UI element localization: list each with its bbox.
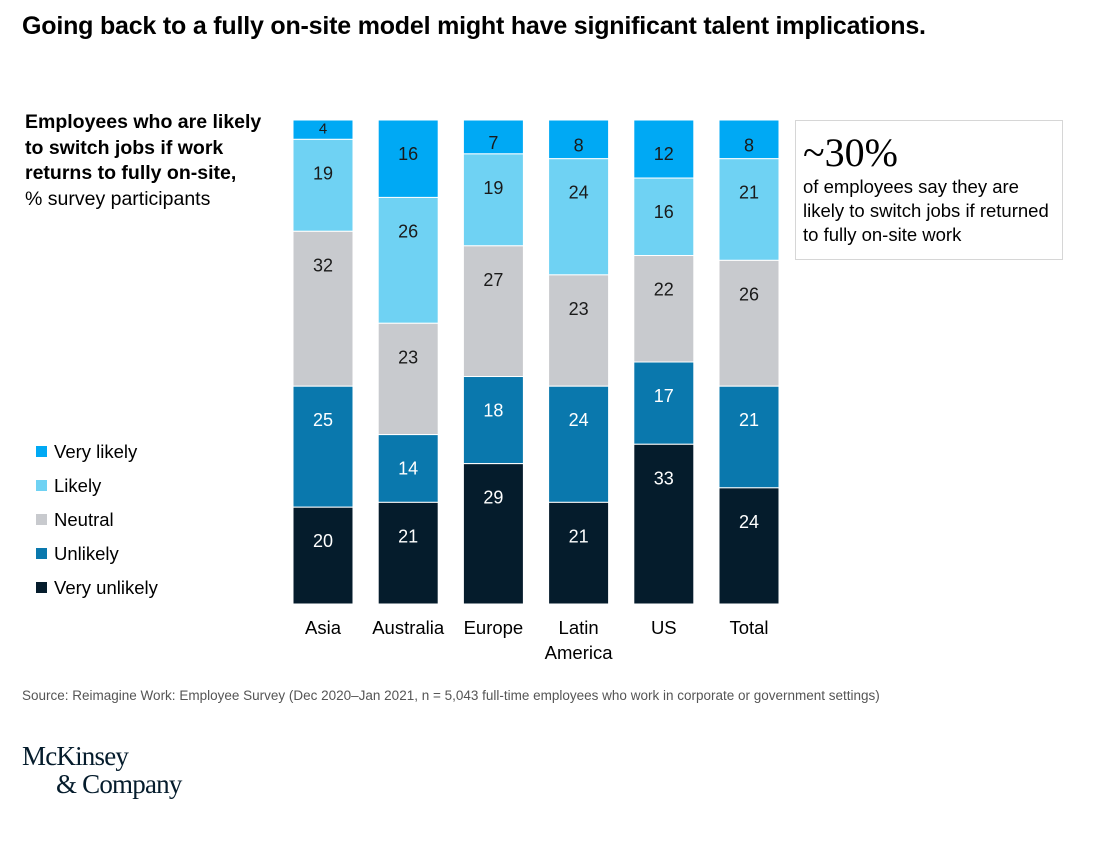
bar-segment [718, 259, 780, 387]
bar-segment [633, 361, 695, 445]
legend-item: Very unlikely [36, 576, 158, 610]
legend: Very likely Likely Neutral Unlikely Very unl… [36, 440, 158, 610]
legend-item: Likely [36, 474, 158, 508]
bar-value-label: 16 [398, 144, 418, 164]
bar-segment [548, 274, 610, 387]
bar-segment [462, 463, 524, 605]
bar-value-label: 21 [739, 183, 759, 203]
bar-value-label: 29 [483, 488, 503, 508]
bar-value-label: 25 [313, 410, 333, 430]
bar-segment [377, 196, 439, 324]
x-tick-label: Asia [305, 617, 342, 638]
bar-segment [292, 506, 354, 605]
callout-stat: ~30% [803, 130, 898, 175]
stacked-bar-chart: 4 19 32 25 20 Asia 16 26 23 14 21 Australia 7 19 27 18 2… [292, 119, 780, 663]
mckinsey-logo: McKinsey & Company [22, 742, 182, 798]
bar-value-label: 4 [319, 121, 327, 138]
bar-value-label: 23 [398, 347, 418, 367]
x-tick-label: Total [729, 617, 768, 638]
bar-value-label: 24 [569, 410, 589, 430]
bar-value-label: 20 [313, 531, 333, 551]
legend-swatch [36, 446, 47, 457]
bar-segment [718, 385, 780, 489]
legend-swatch [36, 548, 47, 559]
bar-value-label: 14 [398, 459, 418, 479]
callout-box: ~30% of employees say they are likely to… [795, 120, 1063, 260]
x-tick-label: US [651, 617, 677, 638]
bar-value-label: 12 [654, 144, 674, 164]
bar-segment [462, 119, 524, 155]
bar-value-label: 26 [398, 221, 418, 241]
bar-value-label: 19 [483, 178, 503, 198]
logo-line-2: & Company [56, 769, 182, 799]
bar-value-label: 26 [739, 284, 759, 304]
y-axis-label: Employees who are likely to switch jobs … [25, 110, 265, 212]
bar-value-label: 16 [654, 202, 674, 222]
bar-value-label: 22 [654, 280, 674, 300]
bar-value-label: 24 [739, 512, 759, 532]
bar-segment [292, 230, 354, 387]
bar-segment [548, 501, 610, 605]
bar-value-label: 33 [654, 468, 674, 488]
x-tick-label: Latin [559, 617, 599, 638]
bar-segment [633, 443, 695, 605]
bar-value-label: 27 [483, 270, 503, 290]
source-note: Source: Reimagine Work: Employee Survey … [22, 688, 880, 703]
x-tick-label: Europe [464, 617, 524, 638]
bar-segment [718, 487, 780, 605]
x-tick-label: America [545, 642, 614, 663]
legend-swatch [36, 582, 47, 593]
bar-value-label: 21 [569, 526, 589, 546]
chart-title: Going back to a fully on-site model migh… [22, 12, 926, 40]
bar-segment [292, 138, 354, 232]
bar-segment [292, 385, 354, 508]
legend-label: Neutral [54, 509, 114, 530]
bar-segment [718, 158, 780, 261]
bar-value-label: 24 [569, 183, 589, 203]
y-axis-label-bold: Employees who are likely to switch jobs … [25, 111, 262, 184]
bar-segment [377, 434, 439, 503]
legend-label: Unlikely [54, 543, 119, 564]
bar-value-label: 8 [744, 135, 754, 155]
bar-segment [377, 322, 439, 436]
bar-segment [462, 376, 524, 465]
bar-value-label: 7 [488, 133, 498, 153]
bar-segment [462, 245, 524, 378]
bar-value-label: 8 [574, 135, 584, 155]
legend-swatch [36, 480, 47, 491]
bar-value-label: 21 [398, 526, 418, 546]
bar-value-label: 23 [569, 299, 589, 319]
legend-item: Neutral [36, 508, 158, 542]
bar-value-label: 19 [313, 163, 333, 183]
logo-line-1: McKinsey [22, 741, 129, 771]
bar-segment [377, 501, 439, 605]
bar-segment [633, 177, 695, 257]
bar-segment [548, 119, 610, 160]
y-axis-label-unit: % survey participants [25, 187, 211, 210]
bar-segment [548, 385, 610, 503]
legend-swatch [36, 514, 47, 525]
bar-value-label: 21 [739, 410, 759, 430]
legend-label: Very likely [54, 441, 138, 462]
legend-item: Unlikely [36, 542, 158, 576]
bar-value-label: 32 [313, 255, 333, 275]
bar-segment [377, 119, 439, 198]
bar-segment [462, 153, 524, 247]
legend-label: Likely [54, 475, 102, 496]
bar-segment [633, 119, 695, 179]
x-tick-label: Australia [372, 617, 445, 638]
legend-item: Very likely [36, 440, 158, 474]
bar-value-label: 17 [654, 386, 674, 406]
callout-text: of employees say they are likely to swit… [803, 176, 1049, 245]
bar-value-label: 18 [483, 401, 503, 421]
bar-segment [548, 158, 610, 276]
bar-segment [633, 255, 695, 363]
legend-label: Very unlikely [54, 577, 158, 598]
